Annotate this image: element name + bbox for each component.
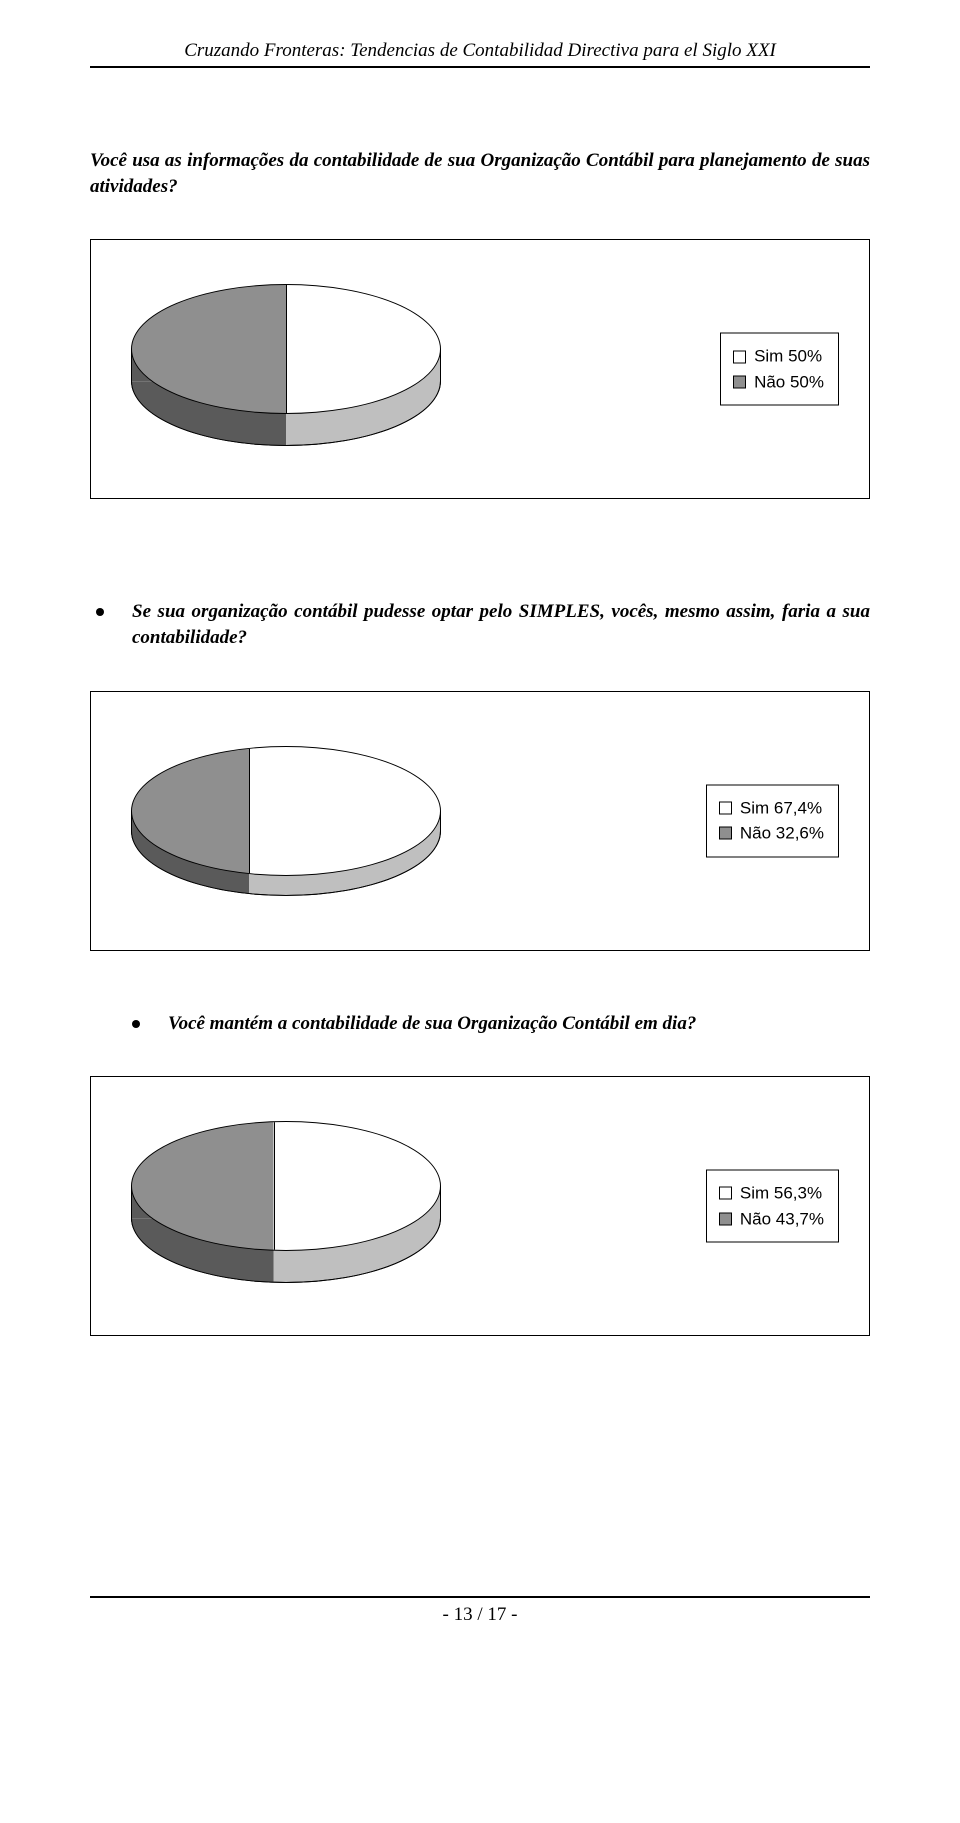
- chart-3-legend: Sim 56,3% Não 43,7%: [706, 1170, 839, 1243]
- question-2-row: Se sua organização contábil pudesse opta…: [90, 599, 870, 650]
- question-2-text: Se sua organização contábil pudesse opta…: [132, 599, 870, 650]
- chart-1-frame: Sim 50% Não 50%: [90, 239, 870, 499]
- chart-2-pie-top: [131, 746, 441, 876]
- chart-2-divider: [249, 747, 250, 876]
- chart-2-legend: Sim 67,4% Não 32,6%: [706, 784, 839, 857]
- question-1-text: Você usa as informações da contabilidade…: [90, 148, 870, 199]
- chart-1-legend-label-sim: Sim 50%: [754, 344, 822, 370]
- bullet-icon: [132, 1020, 140, 1028]
- chart-2-frame: Sim 67,4% Não 32,6%: [90, 691, 870, 951]
- question-3-row: Você mantém a contabilidade de sua Organ…: [126, 1011, 870, 1037]
- chart-1-swatch-sim: [733, 350, 746, 363]
- chart-2-pie: [131, 746, 441, 896]
- chart-1-legend-label-nao: Não 50%: [754, 369, 824, 395]
- chart-3-legend-label-nao: Não 43,7%: [740, 1206, 824, 1232]
- chart-1-pie-top: [131, 284, 441, 414]
- chart-2-swatch-sim: [719, 801, 732, 814]
- chart-3-legend-row-nao: Não 43,7%: [719, 1206, 824, 1232]
- chart-3-swatch-nao: [719, 1212, 732, 1225]
- question-3-text: Você mantém a contabilidade de sua Organ…: [168, 1011, 696, 1037]
- running-header: Cruzando Fronteras: Tendencias de Contab…: [90, 40, 870, 66]
- chart-3-legend-row-sim: Sim 56,3%: [719, 1181, 824, 1207]
- chart-1-legend-row-sim: Sim 50%: [733, 344, 824, 370]
- chart-1-swatch-nao: [733, 376, 746, 389]
- chart-1-legend-row-nao: Não 50%: [733, 369, 824, 395]
- chart-3-frame: Sim 56,3% Não 43,7%: [90, 1076, 870, 1336]
- page-number: - 13 / 17 -: [90, 1604, 870, 1626]
- footer-rule: [90, 1596, 870, 1598]
- chart-1-legend: Sim 50% Não 50%: [720, 333, 839, 406]
- page: Cruzando Fronteras: Tendencias de Contab…: [0, 0, 960, 1686]
- chart-3-pie-top: [131, 1121, 441, 1251]
- chart-2-swatch-nao: [719, 827, 732, 840]
- footer: - 13 / 17 -: [90, 1596, 870, 1626]
- chart-2-legend-label-sim: Sim 67,4%: [740, 795, 822, 821]
- chart-2-legend-label-nao: Não 32,6%: [740, 821, 824, 847]
- chart-3-divider: [274, 1122, 275, 1251]
- header-rule: [90, 66, 870, 68]
- chart-3-swatch-sim: [719, 1187, 732, 1200]
- bullet-icon: [96, 608, 104, 616]
- chart-3-pie: [131, 1121, 441, 1291]
- chart-2-legend-row-sim: Sim 67,4%: [719, 795, 824, 821]
- chart-2-legend-row-nao: Não 32,6%: [719, 821, 824, 847]
- chart-1-pie: [131, 284, 441, 454]
- chart-1-divider: [286, 285, 287, 414]
- chart-3-legend-label-sim: Sim 56,3%: [740, 1181, 822, 1207]
